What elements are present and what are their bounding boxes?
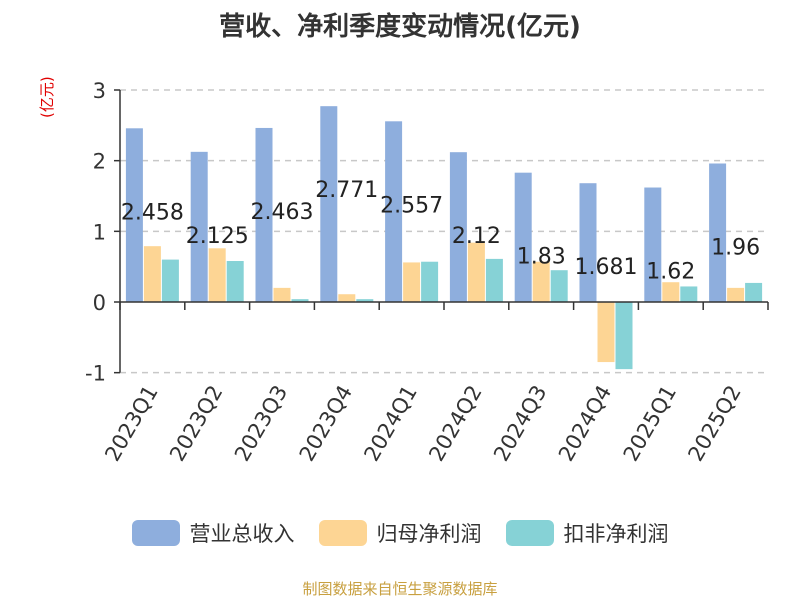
legend-item[interactable]: 扣非净利润	[505, 518, 669, 548]
data-label: 1.96	[711, 235, 760, 260]
y-tick-label: 1	[93, 220, 106, 244]
legend-item[interactable]: 归母净利润	[318, 518, 482, 548]
y-tick-label: 3	[93, 79, 106, 103]
bar-2-2023Q4	[338, 294, 356, 302]
bar-3-2023Q3	[291, 299, 309, 302]
bar-3-2024Q2	[485, 258, 503, 302]
data-label: 1.681	[575, 255, 638, 280]
bar-2-2024Q1	[403, 262, 421, 302]
data-label: 2.463	[251, 200, 314, 225]
data-label: 1.62	[646, 260, 695, 285]
x-tick-label: 2023Q3	[230, 381, 292, 465]
bar-2-2025Q2	[727, 287, 745, 302]
bar-2-2024Q3	[532, 261, 550, 302]
data-label: 2.12	[452, 224, 501, 249]
x-tick-label: 2024Q1	[359, 381, 421, 465]
legend-swatch	[505, 520, 554, 546]
bar-1-2025Q1	[644, 187, 662, 302]
y-tick-label: -1	[85, 362, 106, 386]
legend-label: 扣非净利润	[563, 522, 669, 546]
y-tick-label: 0	[93, 291, 106, 315]
bar-3-2025Q2	[745, 282, 763, 302]
bar-2-2024Q4	[597, 302, 615, 363]
bar-1-2023Q1	[125, 128, 143, 302]
bar-3-2025Q1	[680, 286, 698, 302]
source-note: 制图数据来自恒生聚源数据库	[302, 580, 498, 598]
x-tick-label: 2025Q2	[683, 381, 745, 465]
legend-swatch	[131, 520, 180, 546]
x-tick-label: 2023Q1	[100, 381, 162, 465]
data-label: 2.125	[186, 224, 249, 249]
bar-1-2023Q3	[255, 127, 273, 302]
data-label: 1.83	[517, 245, 566, 270]
legend-label: 归母净利润	[376, 522, 482, 546]
bar-2-2023Q1	[143, 246, 161, 302]
bar-1-2024Q1	[385, 121, 403, 303]
x-tick-label: 2025Q1	[619, 381, 681, 465]
x-tick-label: 2024Q3	[489, 381, 551, 465]
x-tick-label: 2024Q4	[554, 381, 616, 465]
bar-1-2024Q3	[514, 172, 532, 302]
y-tick-label: 2	[93, 150, 106, 174]
bar-1-2023Q4	[320, 106, 338, 302]
bar-1-2025Q2	[709, 163, 727, 302]
bar-3-2024Q3	[550, 270, 568, 302]
bar-2-2023Q3	[273, 287, 291, 302]
legend-item[interactable]: 营业总收入	[131, 518, 295, 548]
bar-2-2024Q2	[467, 242, 485, 302]
bar-1-2024Q2	[449, 152, 467, 302]
bar-2-2025Q1	[662, 282, 680, 302]
bar-3-2024Q4	[615, 302, 633, 370]
bar-3-2023Q2	[226, 261, 244, 302]
data-label: 2.557	[380, 193, 443, 218]
bar-3-2023Q1	[161, 259, 179, 302]
data-label: 2.771	[315, 178, 378, 203]
legend-swatch	[318, 520, 367, 546]
bar-3-2023Q4	[356, 299, 374, 302]
chart-title: 营收、净利季度变动情况(亿元)	[219, 12, 581, 42]
bar-1-2023Q2	[190, 151, 208, 302]
x-tick-label: 2024Q2	[424, 381, 486, 465]
data-label: 2.458	[121, 200, 184, 225]
bar-2-2023Q2	[208, 248, 226, 302]
legend: 营业总收入 归母净利润 扣非净利润	[0, 518, 800, 548]
legend-label: 营业总收入	[189, 522, 295, 546]
x-tick-label: 2023Q4	[295, 381, 357, 465]
bar-1-2024Q4	[579, 183, 597, 302]
bar-3-2024Q1	[421, 261, 439, 302]
x-tick-label: 2023Q2	[165, 381, 227, 465]
